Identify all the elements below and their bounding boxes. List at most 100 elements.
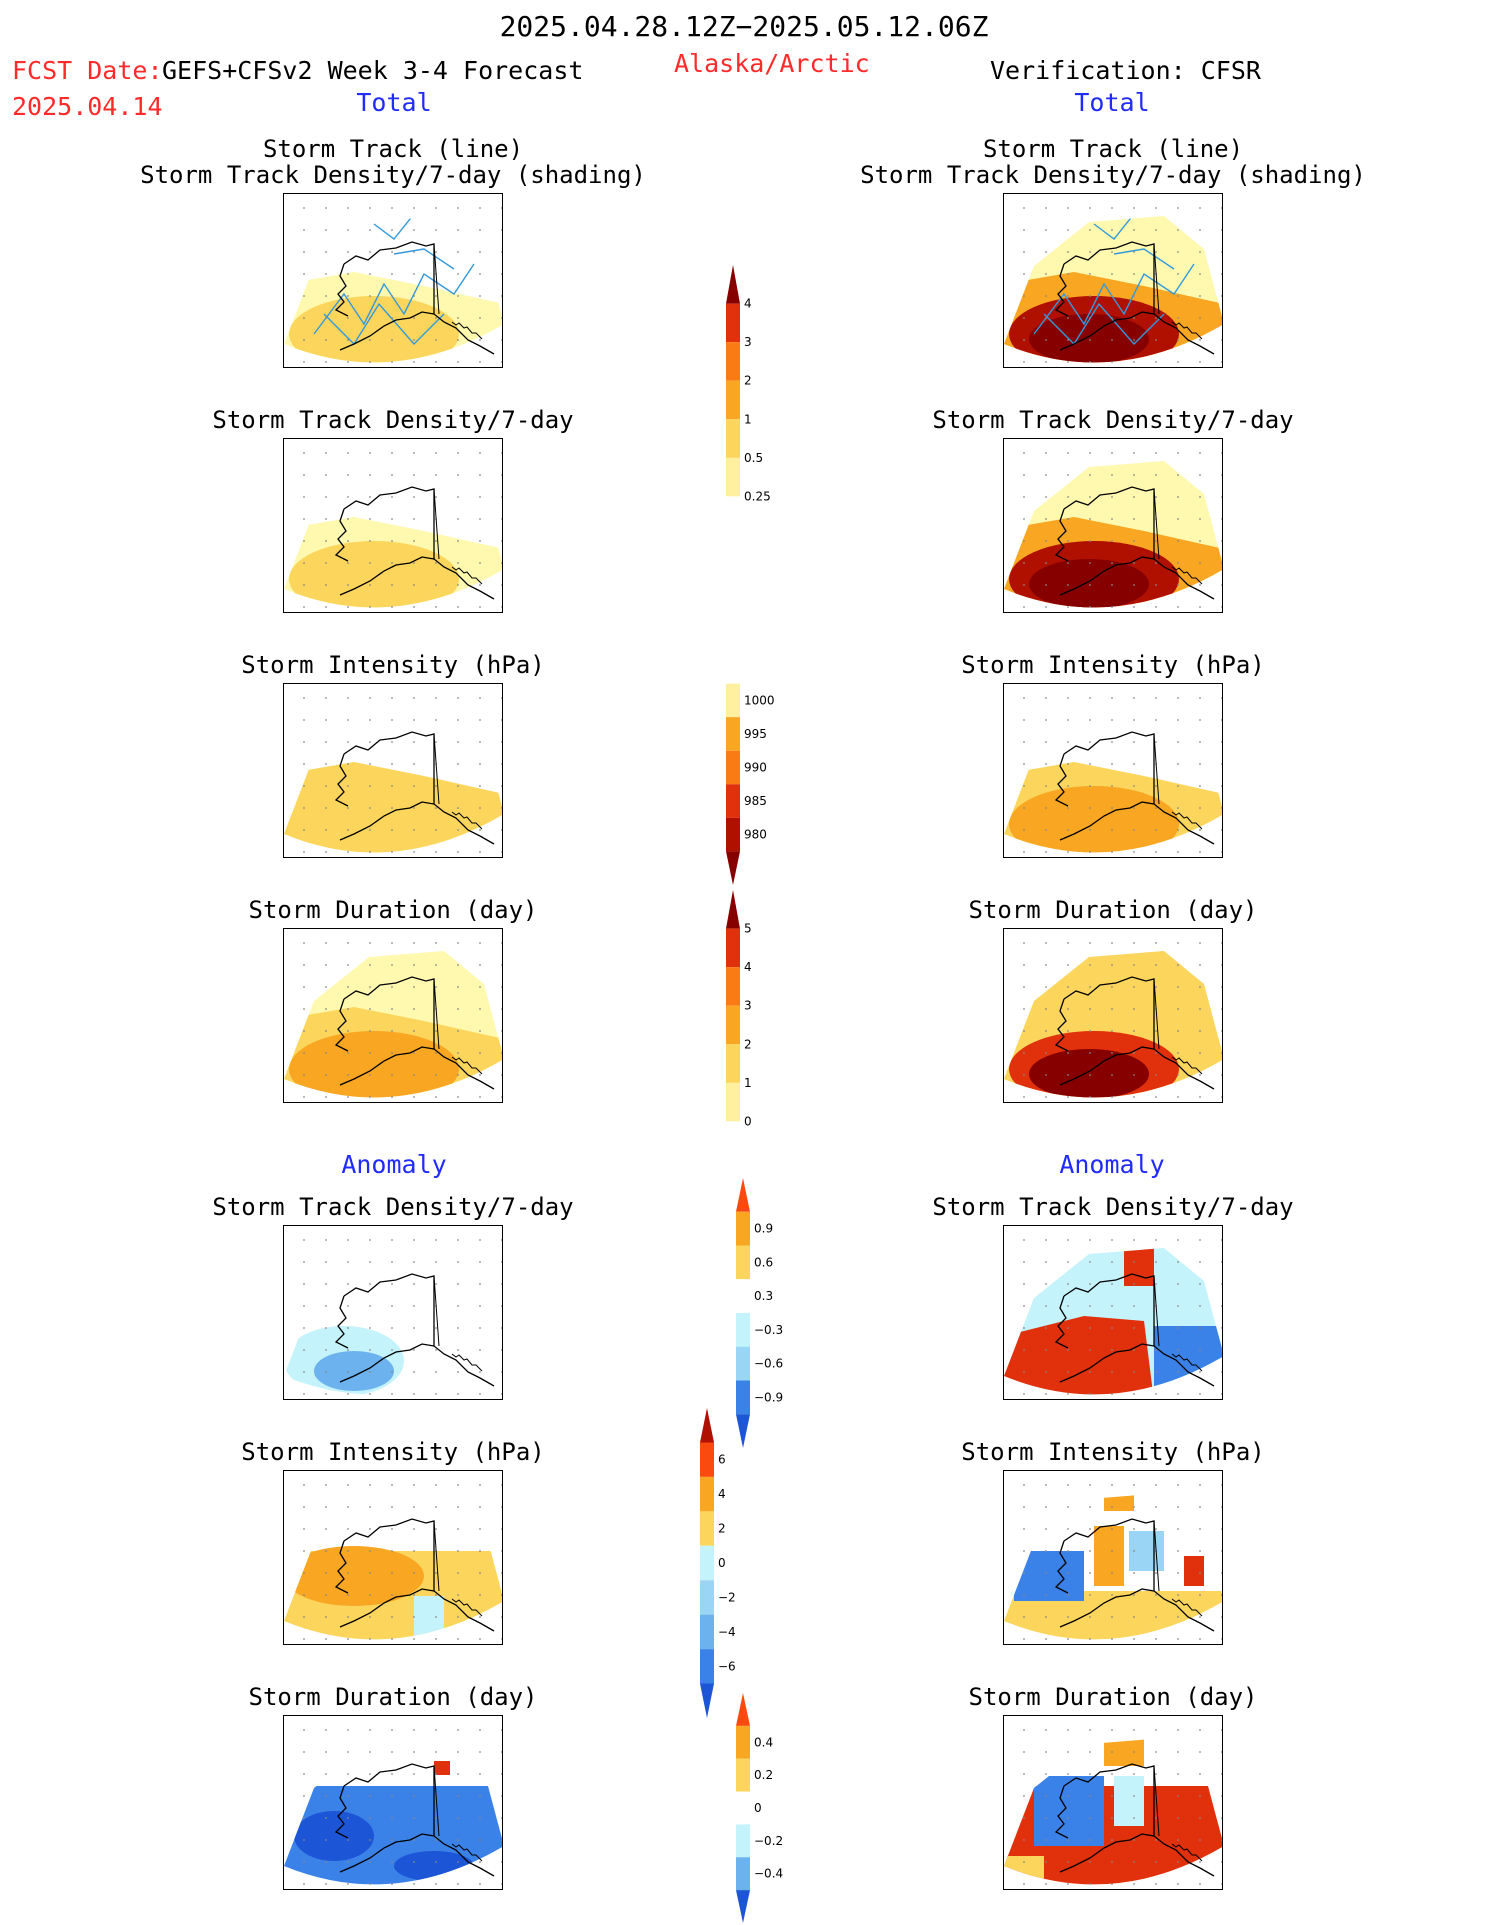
grid-dot — [1177, 1839, 1179, 1841]
grid-dot — [1045, 1484, 1047, 1486]
grid-dot — [369, 207, 371, 209]
grid-dot — [501, 496, 502, 498]
grid-dot — [1177, 942, 1179, 944]
grid-dot — [1045, 986, 1047, 988]
grid-dot — [1023, 1839, 1025, 1841]
border-line — [1153, 733, 1160, 805]
grid-dot — [501, 741, 502, 743]
grid-dot — [1045, 317, 1047, 319]
grid-dot — [1089, 452, 1091, 454]
grid-dot — [413, 361, 415, 363]
grid-dot — [1133, 361, 1135, 363]
colorbar-tick-label: 980 — [744, 828, 767, 842]
grid-dot — [325, 606, 327, 608]
grid-dot — [1023, 1371, 1025, 1373]
grid-dot — [303, 785, 305, 787]
panhandle-islands — [1171, 1843, 1203, 1862]
grid-dot — [1111, 1861, 1113, 1863]
grid-dot — [1045, 763, 1047, 765]
grid-dot — [1089, 562, 1091, 564]
grid-dot — [413, 295, 415, 297]
grid-dot — [457, 295, 459, 297]
grid-dot — [1089, 1261, 1091, 1263]
grid-dot — [435, 251, 437, 253]
grid-dot — [1111, 1261, 1113, 1263]
grid-dot — [1199, 1773, 1201, 1775]
grid-dot — [1199, 1030, 1201, 1032]
grid-dot — [1089, 741, 1091, 743]
grid-dot — [391, 1327, 393, 1329]
cfsr-duration-anom-title-1: Storm Duration (day) — [968, 1683, 1258, 1711]
grid-dot — [1199, 1096, 1201, 1098]
grid-dot — [457, 1616, 459, 1618]
colorbar-segment — [736, 1758, 750, 1792]
grid-dot — [501, 697, 502, 699]
colorbar-segment — [736, 1693, 750, 1726]
grid-dot — [435, 1074, 437, 1076]
grid-dot — [479, 339, 481, 341]
grid-dot — [1133, 339, 1135, 341]
grid-dot — [369, 741, 371, 743]
grid-dot — [1089, 1550, 1091, 1552]
grid-dot — [1045, 719, 1047, 721]
grid-dot — [1221, 606, 1222, 608]
grid-dot — [347, 1305, 349, 1307]
cfsr-intensity-plot — [1004, 697, 1222, 853]
grid-dot — [325, 1616, 327, 1618]
grid-dot — [1133, 452, 1135, 454]
grid-dot — [1111, 1484, 1113, 1486]
grid-dot — [1221, 1008, 1222, 1010]
grid-dot — [1111, 785, 1113, 787]
grid-dot — [1023, 295, 1025, 297]
grid-dot — [391, 1616, 393, 1618]
grid-dot — [435, 452, 437, 454]
grid-dot — [1133, 964, 1135, 966]
grid-dot — [303, 273, 305, 275]
grid-dot — [457, 496, 459, 498]
grid-dot — [391, 1594, 393, 1596]
grid-dot — [347, 1817, 349, 1819]
coastline — [334, 486, 495, 600]
grid-dot — [1067, 1594, 1069, 1596]
grid-dot — [457, 807, 459, 809]
grid-dot — [1111, 719, 1113, 721]
grid-dot — [325, 1883, 327, 1885]
grid-dot — [1045, 339, 1047, 341]
grid-dot — [325, 1839, 327, 1841]
grid-dot — [435, 1393, 437, 1395]
grid-dot — [1177, 1795, 1179, 1797]
cfsr-duration-plot — [1004, 942, 1222, 1098]
grid-dot — [501, 606, 502, 608]
grid-dot — [1089, 1616, 1091, 1618]
grid-dot — [1023, 964, 1025, 966]
grid-dot — [391, 1371, 393, 1373]
grid-dot — [1045, 1751, 1047, 1753]
grid-dot — [347, 1371, 349, 1373]
grid-dot — [413, 518, 415, 520]
grid-dot — [1045, 1638, 1047, 1640]
colorbar-tick-label: −0.6 — [754, 1357, 783, 1371]
grid-dot — [1133, 207, 1135, 209]
coastline — [1054, 976, 1215, 1090]
grid-dot — [1089, 1883, 1091, 1885]
grid-dot — [457, 207, 459, 209]
grid-dot — [457, 1729, 459, 1731]
grid-dot — [413, 452, 415, 454]
grid-dot — [1221, 1550, 1222, 1552]
grid-dot — [1133, 474, 1135, 476]
colorbar-segment — [726, 419, 740, 458]
grid-dot — [457, 1839, 459, 1841]
grid-dot — [1177, 763, 1179, 765]
grid-dot — [391, 496, 393, 498]
grid-dot — [1155, 697, 1157, 699]
grid-dot — [413, 1550, 415, 1552]
grid-dot — [1111, 1594, 1113, 1596]
grid-dot — [347, 1729, 349, 1731]
colorbar-tick-label: 1000 — [744, 693, 775, 707]
grid-dot — [1199, 964, 1201, 966]
grid-dot — [1177, 273, 1179, 275]
grid-dot — [501, 295, 502, 297]
grid-dot — [457, 1638, 459, 1640]
grid-dot — [347, 719, 349, 721]
grid-dot — [1199, 1371, 1201, 1373]
